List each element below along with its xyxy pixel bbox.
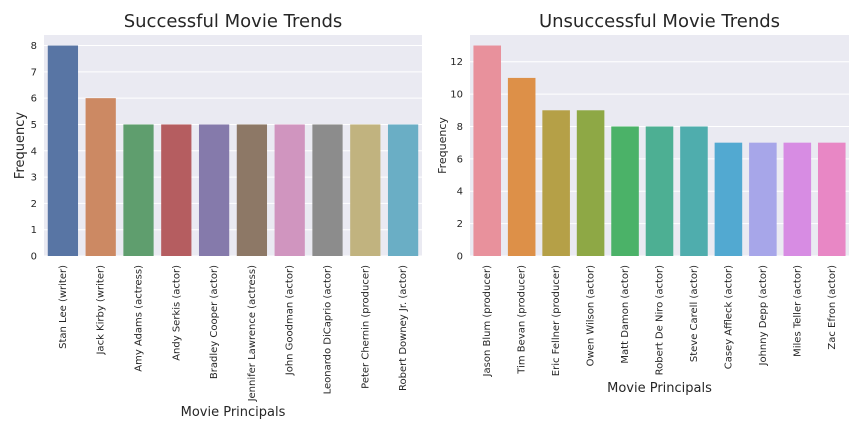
y-tick-label: 3 <box>31 173 37 184</box>
bar <box>611 126 639 256</box>
x-tick-label: Jennifer Lawrence (actress) <box>247 265 258 403</box>
bar <box>198 124 230 256</box>
bar <box>47 45 79 257</box>
bar <box>312 124 343 256</box>
y-tick-label: 2 <box>31 199 37 210</box>
bar <box>236 124 268 256</box>
x-tick-label: Bradley Cooper (actor) <box>209 265 220 379</box>
x-tick-label: Johnny Depp (actor) <box>758 265 769 367</box>
x-tick-label: Leonardo DiCaprio (actor) <box>323 265 334 395</box>
bar <box>714 142 743 256</box>
y-tick-label: 5 <box>31 120 37 131</box>
bar <box>576 110 605 257</box>
chart-title: Successful Movie Trends <box>124 11 343 32</box>
x-tick-label: Matt Damon (actor) <box>620 265 631 364</box>
x-tick-label: Jack Kirby (writer) <box>96 265 107 356</box>
y-tick-label: 1 <box>31 225 37 236</box>
x-tick-label: Steve Carell (actor) <box>689 265 700 362</box>
x-tick-label: Robert Downey Jr. (actor) <box>398 265 409 391</box>
x-axis-label: Movie Principals <box>181 405 286 420</box>
bar <box>350 124 381 256</box>
x-tick-label: John Goodman (actor) <box>285 265 296 376</box>
bar <box>473 45 502 257</box>
bar <box>274 124 305 256</box>
chart-panel-2: 0 2 4 6 8 10 12 Jason Blum (producer) Tim Bevan … <box>436 11 849 396</box>
y-tick-label: 7 <box>31 67 37 78</box>
bar <box>680 126 708 256</box>
x-tick-label: Zac Efron (actor) <box>827 265 838 350</box>
y-tick-label: 4 <box>457 187 463 198</box>
x-tick-label: Robert De Niro (actor) <box>655 265 666 375</box>
x-tick-label: Casey Affleck (actor) <box>723 265 734 369</box>
x-tick-label: Andy Serkis (actor) <box>171 265 182 361</box>
x-tick-label: Stan Lee (writer) <box>58 265 69 349</box>
x-tick-label: Miles Teller (actor) <box>792 265 803 357</box>
y-tick-label: 2 <box>457 219 463 230</box>
x-tick-label: Owen Wilson (actor) <box>586 265 597 366</box>
y-tick-label: 12 <box>450 57 463 68</box>
chart-panel-1: 0 1 2 3 4 5 6 7 8 Stan Lee (writer) Jack Kirby (wr… <box>13 11 422 420</box>
bar <box>123 124 154 256</box>
bar <box>387 124 419 256</box>
bar <box>817 142 846 256</box>
y-tick-label: 4 <box>31 146 37 157</box>
x-tick-label: Jason Blum (producer) <box>482 265 493 378</box>
x-tick-label: Peter Chernin (producer) <box>360 265 371 389</box>
bar <box>749 142 777 256</box>
bar <box>507 77 536 257</box>
y-tick-label: 0 <box>31 252 37 263</box>
bar <box>542 110 570 257</box>
y-tick-label: 8 <box>457 122 463 133</box>
y-axis-label: Frequency <box>13 112 28 179</box>
y-tick-label: 10 <box>450 90 463 101</box>
chart-title: Unsuccessful Movie Trends <box>539 11 780 32</box>
y-tick-label: 6 <box>31 94 37 105</box>
x-tick-label: Amy Adams (actress) <box>134 265 145 372</box>
bar <box>161 124 192 256</box>
y-tick-label: 6 <box>457 154 463 165</box>
y-tick-label: 0 <box>457 252 463 263</box>
bar <box>645 126 674 256</box>
y-axis-label: Frequency <box>436 117 449 174</box>
x-tick-label: Tim Bevan (producer) <box>517 265 528 375</box>
x-axis-label: Movie Principals <box>607 381 712 396</box>
bar <box>783 142 812 256</box>
bar <box>85 98 116 257</box>
x-tick-label: Eric Fellner (producer) <box>551 265 562 376</box>
y-tick-label: 8 <box>31 41 37 52</box>
